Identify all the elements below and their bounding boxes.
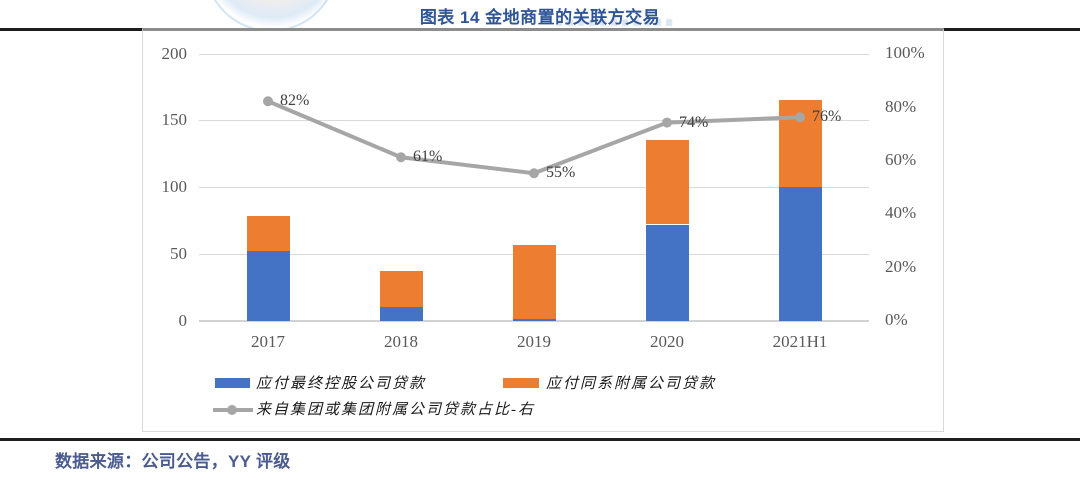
y-axis-tick-left: 0 xyxy=(178,310,188,330)
y-axis-tick-right: 60% xyxy=(885,149,917,169)
line-point-label: 61% xyxy=(413,148,443,166)
gridline xyxy=(199,53,869,55)
watermark-text-remnant xyxy=(556,19,674,26)
ratio-line xyxy=(267,99,801,176)
y-axis-tick-left: 200 xyxy=(161,43,188,63)
bar-segment-bottom xyxy=(246,251,290,321)
x-axis-category: 2019 xyxy=(517,331,551,351)
y-axis-tick-left: 50 xyxy=(170,243,187,263)
gridline xyxy=(199,187,869,189)
bar-segment-bottom xyxy=(512,319,556,321)
legend-line-marker xyxy=(227,405,237,415)
line-point-label: 55% xyxy=(546,164,576,182)
x-axis-category: 2020 xyxy=(650,331,684,351)
line-point-label: 82% xyxy=(280,92,310,110)
legend-swatch-blue xyxy=(215,378,250,388)
legend-label-blue: 应付最终控股公司贷款 xyxy=(256,376,427,392)
x-axis-line xyxy=(199,319,869,322)
bar-segment-bottom xyxy=(778,187,822,321)
bar-segment-top xyxy=(379,271,423,308)
legend-label-orange: 应付同系附属公司贷款 xyxy=(546,376,717,392)
y-axis-tick-right: 100% xyxy=(885,43,925,63)
bar-segment-top xyxy=(512,244,556,320)
x-axis-category: 2018 xyxy=(384,331,418,351)
y-axis-tick-right: 0% xyxy=(885,309,908,329)
figure-title: 图表 14 金地商置的关联方交易 xyxy=(419,8,661,27)
x-axis-category: 2017 xyxy=(251,331,285,351)
data-source-text: 数据来源：公司公告，YY 评级 xyxy=(55,452,291,471)
line-marker xyxy=(396,152,406,163)
line-point-label: 76% xyxy=(812,108,842,126)
x-axis-category: 2021H1 xyxy=(772,331,828,351)
y-axis-tick-right: 40% xyxy=(885,203,917,223)
legend-label-line: 来自集团或集团附属公司贷款占比-右 xyxy=(256,402,535,418)
bar-segment-bottom xyxy=(379,307,423,321)
legend-swatch-orange xyxy=(503,378,539,388)
chart-frame: 200 150 100 50 0 100% 80% 60% 40% 20% 0% 2017 2018 20… xyxy=(142,28,944,432)
gridline xyxy=(199,120,869,122)
line-point-label: 74% xyxy=(679,113,709,131)
y-axis-tick-right: 20% xyxy=(885,256,917,276)
bar-segment-top xyxy=(645,140,689,225)
bar-segment-bottom xyxy=(645,224,689,321)
bar-segment-top xyxy=(246,216,290,252)
line-marker xyxy=(662,117,672,128)
bottom-divider xyxy=(0,438,1080,441)
line-marker xyxy=(263,96,273,107)
y-axis-tick-left: 150 xyxy=(161,110,188,130)
y-axis-tick-left: 100 xyxy=(161,177,188,197)
y-axis-tick-right: 80% xyxy=(885,96,917,116)
line-marker xyxy=(529,168,539,179)
